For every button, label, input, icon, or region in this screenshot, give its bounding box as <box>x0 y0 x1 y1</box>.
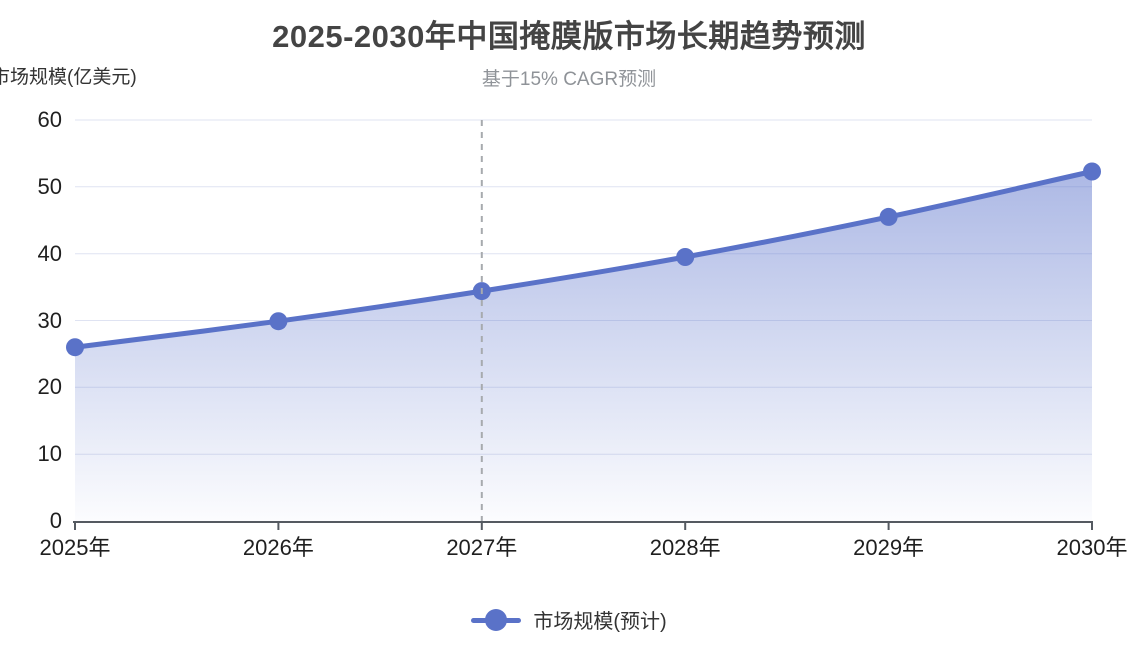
y-tick-label: 40 <box>37 240 62 266</box>
y-tick-label: 20 <box>37 374 62 400</box>
line-dot-marker-icon <box>471 608 522 632</box>
data-point[interactable] <box>66 338 84 357</box>
area-fill <box>75 171 1092 521</box>
chart-title: 2025-2030年中国掩膜版市场长期趋势预测 <box>272 19 866 54</box>
x-tick-label: 2029年 <box>853 535 925 560</box>
y-tick-label: 0 <box>49 508 62 533</box>
y-tick-label: 10 <box>37 441 62 467</box>
legend-label: 市场规模(预计) <box>533 611 667 633</box>
data-point[interactable] <box>879 207 898 226</box>
y-tick-label: 60 <box>37 107 62 132</box>
data-point[interactable] <box>269 312 288 331</box>
y-axis-name: 市场规模(亿美元) <box>0 67 137 88</box>
y-tick-label: 50 <box>37 173 62 199</box>
legend: 市场规模(预计) <box>0 605 1138 634</box>
chart-subtitle: 基于15% CAGR预测 <box>481 69 657 90</box>
x-tick-label: 2026年 <box>242 535 314 560</box>
x-tick-label: 2025年 <box>39 535 111 560</box>
x-tick-label: 2028年 <box>649 535 721 560</box>
legend-item-market-size[interactable]: 市场规模(预计) <box>471 605 667 634</box>
data-point[interactable] <box>1083 162 1101 181</box>
data-point[interactable] <box>676 248 695 266</box>
y-tick-label: 30 <box>37 307 62 333</box>
x-axis <box>73 521 1093 530</box>
x-tick-label: 2030年 <box>1056 535 1128 560</box>
x-tick-label: 2027年 <box>446 535 518 560</box>
trend-line <box>72 169 1095 350</box>
data-points <box>66 162 1101 357</box>
